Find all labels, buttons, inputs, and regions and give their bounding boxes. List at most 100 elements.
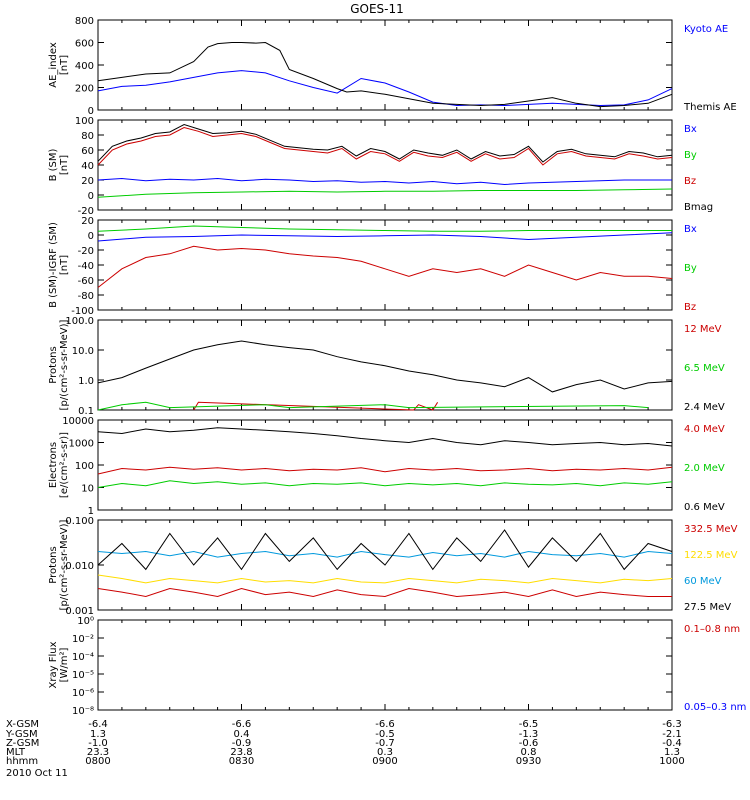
y-tick-label: -20 [78, 206, 94, 217]
y-tick-label: 0.100 [65, 516, 94, 527]
y-tick-label: 10⁻⁵ [72, 670, 94, 681]
ephemeris-table: X-GSMY-GSMZ-GSMMLThhmm-6.41.3-1.023.3080… [5, 719, 685, 767]
legend-label: By [684, 150, 697, 161]
ephemeris-row-label: MLT [6, 747, 26, 758]
legend-label: Kyoto AE [684, 24, 728, 35]
legend-label: 0.1–0.8 nm [684, 624, 740, 635]
y-tick-label: 1000 [69, 439, 94, 450]
panel-frame [97, 619, 673, 711]
y-tick-label: 1 [88, 506, 94, 517]
series-line-2 [97, 126, 673, 166]
y-axis-label: [nT] [59, 155, 70, 175]
series-line-0 [97, 70, 673, 107]
y-axis-label: [e/(cm²-s-sr)] [59, 432, 70, 498]
legend-label: 2.4 MeV [684, 402, 725, 413]
y-tick-label: -80 [78, 291, 94, 302]
series-line-1 [97, 401, 649, 411]
y-tick-label: -60 [78, 276, 94, 287]
y-tick-label: 60 [81, 146, 94, 157]
legend-label: Bx [684, 124, 697, 135]
ephemeris-value: 0.3 [377, 747, 393, 758]
panel-xray: 10⁻⁸ 10⁻⁶ 10⁻⁵ 10⁻⁴ 10⁻² 10⁰ Xray Flux [W/m²] 0.… [48, 616, 746, 717]
y-tick-label: 0.001 [65, 606, 94, 617]
legend-label: Bz [684, 176, 696, 187]
y-tick-label: 10⁻⁸ [72, 706, 94, 717]
panel-protons_low: 0.1 1.0 10.0 100.0 Protons [p/(cm²-s-sr-MeV)]… [48, 316, 725, 417]
y-tick-label: 10000 [62, 416, 94, 427]
y-tick-label: 10⁻⁶ [72, 688, 94, 699]
y-axis-label: [nT] [59, 55, 70, 75]
series-line-1 [97, 574, 673, 584]
ephemeris-value: -2.1 [662, 729, 682, 740]
ephemeris-value: 0.8 [521, 747, 537, 758]
ephemeris-value: 0900 [372, 756, 397, 767]
y-tick-label: 20 [81, 216, 94, 227]
ephemeris-row-label: hhmm [6, 756, 38, 767]
legend-label: 60 MeV [684, 576, 722, 587]
y-tick-label: -100 [71, 306, 94, 317]
series-line-3 [97, 123, 673, 163]
legend-label: 12 MeV [684, 324, 722, 335]
y-tick-label: 0.1 [78, 406, 94, 417]
y-tick-label: 10⁰ [77, 616, 94, 627]
panel-protons_high: 0.001 0.010 0.100 Protons [p/(cm²-s-sr-MeV)]… [48, 516, 738, 617]
series-line-0 [97, 587, 672, 598]
ephemeris-value: -6.6 [375, 719, 395, 730]
y-tick-label: 100 [75, 116, 94, 127]
legend-label: 0.6 MeV [684, 502, 725, 513]
y-axis-label: [nT] [59, 255, 70, 275]
legend-label: Bmag [684, 202, 713, 213]
series-line-1 [97, 225, 672, 232]
panel-frame [97, 219, 673, 311]
ephemeris-row-label: Z-GSM [6, 738, 39, 749]
ephemeris-value: 0800 [85, 756, 110, 767]
y-axis-label: Xray Flux [48, 641, 59, 688]
panel-frame [97, 419, 673, 511]
legend-label: Themis AE [683, 102, 737, 113]
series-line-1 [97, 41, 673, 108]
y-axis-label: Electrons [48, 442, 59, 488]
panel-ae: 0 200 400 600 800 AE_index [nT] Kyoto AE Themis … [48, 16, 737, 117]
y-axis-label: B (SM) [48, 148, 59, 181]
legend-label: 0.05–0.3 nm [684, 702, 746, 713]
y-tick-label: 0 [88, 191, 94, 202]
ephemeris-value: -1.0 [88, 738, 108, 749]
y-axis-label: B (SM)-IGRF (SM) [48, 222, 59, 308]
ephemeris-value: 0.4 [234, 729, 250, 740]
y-tick-label: 100 [75, 461, 94, 472]
series-line-3 [97, 529, 673, 571]
legend-label: 122.5 MeV [684, 550, 738, 561]
date-label: 2010 Oct 11 [6, 768, 68, 779]
y-axis-label: [W/m²] [59, 647, 70, 682]
ephemeris-value: 23.3 [87, 747, 109, 758]
series-line-0 [97, 232, 673, 242]
panel-frame [97, 319, 673, 411]
y-tick-label: 10 [81, 484, 94, 495]
ephemeris-value: -0.4 [662, 738, 682, 749]
ephemeris-value: 1000 [659, 756, 684, 767]
ephemeris-value: -1.3 [519, 729, 539, 740]
y-tick-label: 0.010 [65, 561, 94, 572]
y-tick-label: -20 [78, 246, 94, 257]
series-line-2 [97, 427, 673, 447]
ephemeris-value: 1.3 [90, 729, 106, 740]
series-line-2 [97, 550, 673, 558]
legend-label: Bx [684, 224, 697, 235]
y-tick-label: 10⁻² [72, 634, 94, 645]
panel-b_sm: -20 0 20 40 60 80 100 B (SM) [nT] Bx By Bz Bmag [48, 116, 713, 217]
legend-label: Bz [684, 302, 696, 313]
series-line-1 [97, 188, 673, 198]
y-axis-label: [p/(cm²-s-sr-MeV)] [59, 319, 70, 410]
y-tick-label: 40 [81, 161, 94, 172]
ephemeris-value: -0.9 [232, 738, 252, 749]
y-tick-label: 0 [88, 231, 94, 242]
ephemeris-value: 0930 [516, 756, 541, 767]
y-tick-label: 200 [75, 84, 94, 95]
ephemeris-value: -0.7 [375, 738, 395, 749]
y-tick-label: 400 [75, 61, 94, 72]
y-tick-label: 0 [88, 106, 94, 117]
ephemeris-value: -6.5 [519, 719, 539, 730]
panel-frame [97, 19, 673, 111]
